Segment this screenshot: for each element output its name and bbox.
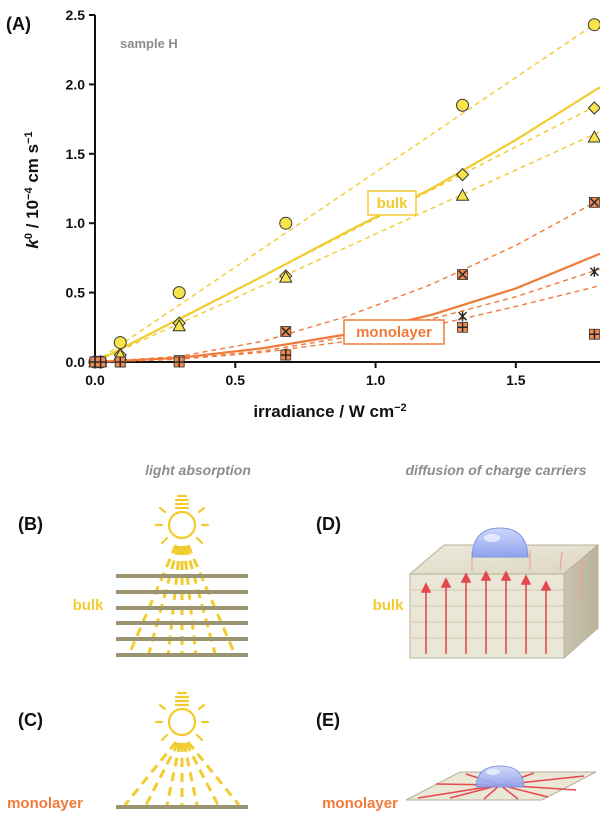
panel-b-bulk-label: bulk	[73, 597, 104, 614]
monolayer-square-plus-point	[588, 328, 600, 340]
y-tick-label: 1.0	[66, 215, 86, 231]
panel-b: (B) bulk	[18, 494, 248, 658]
y-axis-label-sup: 0	[23, 233, 35, 239]
monolayer-square-plus-point	[457, 321, 468, 333]
panel-a: (A) sample H k0 / 10−4 cm s−1 irradiance…	[6, 7, 600, 421]
y-axis-label-exp: −4	[23, 187, 35, 200]
lightbulb-icon	[154, 494, 210, 545]
lightbulb-icon	[154, 691, 210, 742]
monolayer-square-x-point	[457, 269, 468, 280]
water-droplet-icon	[471, 527, 529, 558]
monolayer-square-x-point	[588, 196, 600, 208]
layered-slab-icon	[408, 543, 600, 660]
monolayer-fit-dashed	[94, 268, 600, 363]
layered-slab-icon	[116, 574, 248, 657]
x-axis-label-main: irradiance / W cm	[253, 402, 394, 421]
x-axis-label: irradiance / W cm−2	[253, 402, 406, 421]
bulk-fit-dashed	[94, 19, 600, 363]
panel-e: (E) monolayer	[316, 710, 597, 812]
y-axis-label: k0 / 10−4 cm s−1	[23, 131, 42, 248]
x-tick-label: 0.5	[226, 372, 246, 388]
monolayer-label-text: monolayer	[356, 324, 432, 341]
y-axis-label-rest: / 10	[23, 200, 42, 233]
panel-b-letter: (B)	[18, 514, 43, 534]
droplet-highlight	[486, 769, 500, 775]
monolayer-square-x-point	[280, 326, 292, 337]
monolayer-label-box: monolayer	[343, 319, 445, 345]
plot-fit-lines	[94, 19, 600, 364]
bulk-triangle-point	[587, 130, 600, 143]
monolayer-square-plus-point	[173, 356, 185, 368]
monolayer-fit-solid	[94, 252, 600, 364]
caption-diffusion: diffusion of charge carriers	[405, 462, 586, 478]
plot-markers	[88, 18, 600, 369]
single-sheet-icon	[116, 805, 248, 809]
panel-e-monolayer-label: monolayer	[322, 795, 398, 812]
bulk-circle-point	[172, 286, 186, 300]
y-axis-label-unit: cm s	[23, 144, 42, 187]
panel-c-letter: (C)	[18, 710, 43, 730]
bulk-diamond-point	[455, 167, 470, 182]
light-rays-monolayer	[123, 741, 241, 806]
bulk-circle-point	[587, 18, 600, 32]
bulk-circle-point	[279, 216, 293, 230]
bulk-circle-point	[113, 336, 127, 350]
bulk-circle-point	[456, 98, 470, 112]
y-axis-label-unit-exp: −1	[23, 131, 35, 144]
monolayer-star-point	[589, 266, 599, 277]
y-tick-label: 2.0	[66, 76, 86, 92]
y-tick-label: 2.5	[66, 7, 86, 23]
bulk-triangle-point	[455, 188, 470, 201]
bulk-label-text: bulk	[377, 195, 408, 212]
x-tick-label: 0.0	[85, 372, 105, 388]
panel-c: (C) monolayer	[7, 691, 248, 812]
bulk-triangle-point	[278, 270, 293, 283]
panel-e-letter: (E)	[316, 710, 340, 730]
monolayer-square-plus-point	[95, 356, 107, 368]
bulk-triangle-point	[172, 318, 187, 332]
y-tick-label: 0.0	[66, 354, 86, 370]
monolayer-star-point	[458, 311, 468, 322]
bulk-label-frame	[367, 190, 417, 216]
panel-d-bulk-label: bulk	[373, 597, 404, 614]
y-axis-label-k: k	[23, 238, 42, 249]
y-tick-label: 1.5	[66, 146, 86, 162]
bulk-diamond-point	[587, 101, 600, 115]
panel-c-monolayer-label: monolayer	[7, 795, 83, 812]
droplet-highlight	[484, 534, 500, 542]
monolayer-square-plus-point	[114, 356, 126, 368]
monolayer-square-plus-point	[280, 349, 292, 361]
x-tick-label: 1.5	[506, 372, 526, 388]
bulk-label-box: bulk	[367, 190, 417, 216]
panel-d-letter: (D)	[316, 514, 341, 534]
water-droplet-icon	[475, 765, 525, 788]
sample-annotation: sample H	[120, 36, 178, 51]
x-tick-label: 1.0	[366, 372, 386, 388]
caption-light-absorption: light absorption	[145, 462, 251, 478]
monolayer-label-frame	[343, 319, 445, 345]
x-axis-label-exp: −2	[394, 402, 407, 414]
y-tick-label: 0.5	[66, 285, 86, 301]
panel-a-letter: (A)	[6, 14, 31, 34]
panel-d: (D) bulk	[316, 514, 600, 660]
plot-axes: 0.0 0.5 1.0 1.5 2.0 2.5 0.0 0.5 1.0 1.5	[66, 7, 600, 388]
